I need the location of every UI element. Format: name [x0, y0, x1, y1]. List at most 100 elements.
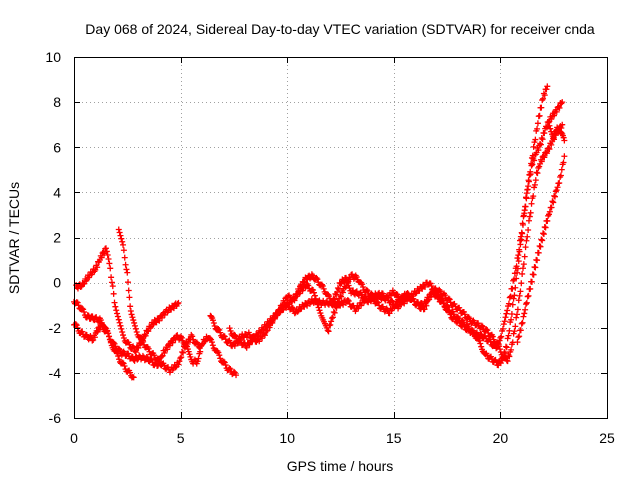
data-point: [179, 348, 186, 355]
data-point: [231, 368, 238, 375]
data-point: [178, 354, 185, 361]
data-point: [314, 276, 321, 283]
data-point: [375, 299, 382, 306]
y-tick-label: 0: [53, 275, 61, 291]
data-point: [294, 308, 301, 315]
data-point: [508, 316, 515, 323]
data-point: [115, 353, 122, 360]
data-point: [516, 333, 523, 340]
data-point: [135, 344, 142, 351]
data-point: [220, 358, 227, 365]
data-point: [317, 310, 324, 317]
data-point: [93, 327, 100, 334]
data-point: [151, 352, 158, 359]
data-point: [215, 326, 222, 333]
data-point: [125, 287, 132, 294]
data-point: [187, 353, 194, 360]
data-point: [537, 141, 544, 148]
data-point: [115, 226, 122, 233]
data-point: [503, 344, 510, 351]
data-point: [337, 280, 344, 287]
data-point: [546, 208, 553, 215]
data-point: [195, 355, 202, 362]
data-point: [114, 350, 121, 357]
data-point: [515, 252, 522, 259]
data-point: [207, 335, 214, 342]
data-point: [370, 295, 377, 302]
data-point: [164, 346, 171, 353]
data-point: [327, 321, 334, 328]
data-point: [505, 332, 512, 339]
data-point: [121, 254, 128, 261]
points-layer: [71, 83, 568, 381]
data-point: [501, 318, 508, 325]
data-point: [243, 344, 250, 351]
data-point: [523, 299, 530, 306]
data-point: [450, 311, 457, 318]
data-point: [559, 121, 566, 128]
data-point: [120, 247, 127, 254]
data-point: [231, 331, 238, 338]
data-point: [178, 334, 185, 341]
data-point: [536, 112, 543, 119]
data-point: [551, 112, 558, 119]
data-point: [520, 212, 527, 219]
data-point: [120, 334, 127, 341]
data-point: [320, 285, 327, 292]
data-point: [518, 320, 525, 327]
data-point: [319, 283, 326, 290]
y-axis-label: SDTVAR / TECUs: [6, 182, 22, 294]
data-point: [541, 154, 548, 161]
data-point: [256, 338, 263, 345]
data-point: [523, 195, 530, 202]
data-point: [515, 297, 522, 304]
data-point: [523, 237, 530, 244]
data-point: [379, 290, 386, 297]
data-point: [328, 318, 335, 325]
data-point: [544, 217, 551, 224]
data-point: [379, 303, 386, 310]
data-point: [513, 314, 520, 321]
data-point: [521, 310, 528, 317]
data-point: [444, 302, 451, 309]
data-point: [137, 340, 144, 347]
data-point: [131, 319, 138, 326]
data-point: [334, 284, 341, 291]
data-point: [540, 231, 547, 238]
y-tick-label: -2: [49, 320, 62, 336]
data-point: [469, 327, 476, 334]
data-point: [105, 255, 112, 262]
data-point: [108, 274, 115, 281]
data-point: [554, 184, 561, 191]
data-point: [508, 311, 515, 318]
data-point: [260, 330, 267, 337]
grid-layer: [74, 57, 607, 418]
data-point: [505, 300, 512, 307]
data-point: [74, 299, 81, 306]
data-point: [364, 287, 371, 294]
data-point: [263, 327, 270, 334]
data-point: [484, 327, 491, 334]
data-point: [525, 292, 532, 299]
data-point: [330, 308, 337, 315]
data-point: [434, 292, 441, 299]
data-point: [119, 238, 126, 245]
data-point: [360, 283, 367, 290]
data-point: [461, 311, 468, 318]
data-point: [437, 288, 444, 295]
data-point: [546, 146, 553, 153]
data-point: [545, 145, 552, 152]
data-point: [514, 269, 521, 276]
data-point: [91, 334, 98, 341]
data-point: [393, 290, 400, 297]
data-point: [210, 319, 217, 326]
data-point: [269, 319, 276, 326]
data-point: [553, 108, 560, 115]
data-point: [547, 125, 554, 132]
data-point: [248, 337, 255, 344]
data-point: [455, 315, 462, 322]
data-point: [516, 292, 523, 299]
data-point: [508, 346, 515, 353]
data-point: [227, 327, 234, 334]
